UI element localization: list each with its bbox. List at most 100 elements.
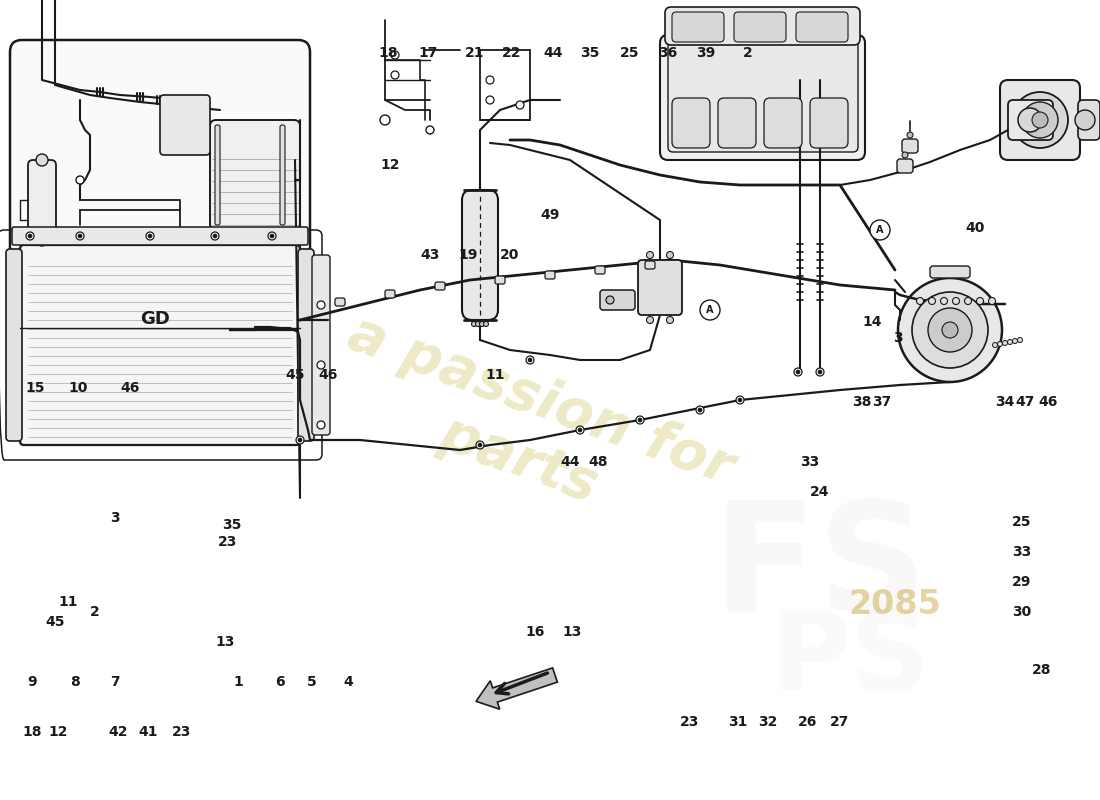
FancyBboxPatch shape [930,266,970,278]
Circle shape [1018,108,1042,132]
FancyBboxPatch shape [1000,80,1080,160]
Text: 46: 46 [1038,395,1058,409]
Circle shape [576,426,584,434]
FancyBboxPatch shape [336,298,345,306]
Text: 15: 15 [25,381,45,395]
Circle shape [898,278,1002,382]
Circle shape [1012,338,1018,343]
Circle shape [818,370,822,374]
Text: 13: 13 [216,635,234,649]
FancyBboxPatch shape [764,98,802,148]
Circle shape [579,429,582,431]
FancyBboxPatch shape [668,40,858,152]
Circle shape [486,96,494,104]
Text: 14: 14 [862,315,882,329]
Text: 25: 25 [1012,515,1032,529]
Circle shape [472,322,476,326]
FancyBboxPatch shape [6,249,22,441]
FancyBboxPatch shape [666,7,860,45]
FancyBboxPatch shape [160,95,210,155]
Text: 43: 43 [420,248,440,262]
Circle shape [796,370,800,374]
FancyBboxPatch shape [10,40,310,340]
Text: 46: 46 [318,368,338,382]
FancyBboxPatch shape [434,282,446,290]
Circle shape [476,441,484,449]
Text: 9: 9 [28,675,36,689]
Text: 13: 13 [562,625,582,639]
Text: A: A [877,225,883,235]
Circle shape [816,368,824,376]
FancyBboxPatch shape [718,98,756,148]
Text: a passion for
parts: a passion for parts [319,306,740,554]
Circle shape [298,438,301,442]
FancyBboxPatch shape [896,159,913,173]
Text: 33: 33 [1012,545,1032,559]
Circle shape [647,317,653,323]
FancyBboxPatch shape [12,227,308,245]
Text: 18: 18 [378,46,398,60]
Text: A: A [706,305,714,315]
FancyBboxPatch shape [210,120,300,230]
FancyBboxPatch shape [600,290,635,310]
Text: GD: GD [140,310,169,328]
Circle shape [211,232,219,240]
Circle shape [36,234,48,246]
Text: 44: 44 [560,455,580,469]
FancyBboxPatch shape [672,98,710,148]
Circle shape [1012,92,1068,148]
Circle shape [76,232,84,240]
Text: 6: 6 [275,675,285,689]
FancyBboxPatch shape [638,260,682,315]
Circle shape [390,71,399,79]
Circle shape [390,51,399,59]
Circle shape [738,398,741,402]
Text: 8: 8 [70,675,80,689]
Circle shape [700,300,720,320]
Text: 21: 21 [465,46,485,60]
Circle shape [486,76,494,84]
Circle shape [379,115,390,125]
Text: 29: 29 [1012,575,1032,589]
FancyBboxPatch shape [214,125,220,225]
FancyBboxPatch shape [544,271,556,279]
Circle shape [526,356,534,364]
Circle shape [667,317,673,323]
Circle shape [965,298,971,305]
Circle shape [317,421,324,429]
Text: FS: FS [713,495,927,645]
Circle shape [977,298,983,305]
FancyBboxPatch shape [672,12,724,42]
Circle shape [606,296,614,304]
FancyBboxPatch shape [902,139,918,153]
Text: 17: 17 [418,46,438,60]
Circle shape [698,409,702,411]
Circle shape [1075,110,1094,130]
FancyBboxPatch shape [645,261,654,269]
Text: 23: 23 [173,725,191,739]
Circle shape [296,436,304,444]
Circle shape [1002,341,1008,346]
Circle shape [1018,338,1023,342]
Text: 2: 2 [744,46,752,60]
Text: 41: 41 [139,725,157,739]
Circle shape [484,322,488,326]
FancyBboxPatch shape [796,12,848,42]
Circle shape [912,292,988,368]
Text: 25: 25 [620,46,640,60]
Circle shape [870,220,890,240]
Circle shape [317,361,324,369]
Circle shape [992,342,998,347]
FancyBboxPatch shape [595,266,605,274]
Text: 18: 18 [22,725,42,739]
Text: 27: 27 [830,715,849,729]
FancyBboxPatch shape [810,98,848,148]
Circle shape [638,418,641,422]
Text: 36: 36 [659,46,678,60]
Text: 2: 2 [90,605,100,619]
Text: 33: 33 [801,455,820,469]
Text: 5: 5 [307,675,317,689]
Text: 42: 42 [108,725,128,739]
Text: 26: 26 [799,715,817,729]
Text: 35: 35 [222,518,242,532]
